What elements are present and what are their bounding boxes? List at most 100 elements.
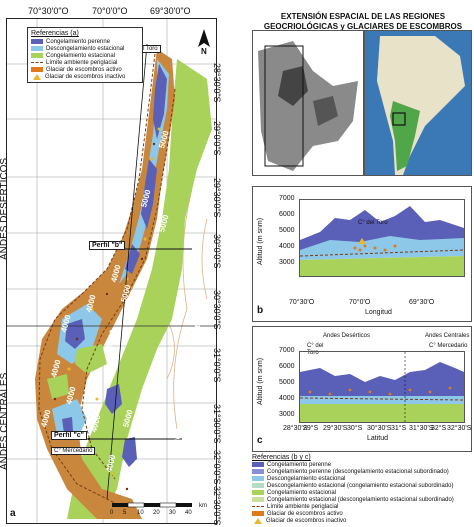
scale-tick: 0 bbox=[110, 510, 114, 516]
perfil-c-label: Perfil "c" bbox=[51, 431, 87, 440]
legend-a-swatch bbox=[31, 46, 43, 51]
panel-c-xtick: 28°30'S bbox=[283, 425, 308, 432]
lat-tick: 30°30'0"S bbox=[212, 290, 222, 330]
panel-b-xtick: 70°0'O bbox=[349, 299, 371, 306]
legend-bc-swatch bbox=[252, 469, 264, 474]
legend-a-label: Congelamiento estacional bbox=[46, 52, 116, 59]
legend-a-label: Congelamiento perenne bbox=[46, 38, 111, 45]
legend-bc-label: Congelamiento estacional (descongelamien… bbox=[267, 496, 454, 503]
legend-bc-label: Descongelamiento estacional bbox=[267, 475, 346, 482]
panel-c-xlabel: Latitud bbox=[367, 435, 389, 442]
legend-a-items: Congelamiento perenne Descongelamiento es… bbox=[31, 38, 139, 80]
panel-c-place-2: C° Mercedario bbox=[429, 343, 468, 349]
panel-b: Altitud (m snm) 7000 6000 5000 4000 3000… bbox=[252, 186, 472, 322]
legend-bc-label: Congelamiento perenne (descongelamiento … bbox=[267, 468, 449, 475]
lat-tick: 29°30'0"S bbox=[212, 178, 222, 218]
scale-tick: 30 bbox=[169, 510, 176, 516]
legend-bc-item: Descongelamiento estacional bbox=[252, 475, 470, 482]
legend-bc-item: Glaciar de escombros activo bbox=[252, 510, 470, 517]
panel-c-letter: c bbox=[257, 435, 263, 446]
legend-a-item: Congelamiento estacional bbox=[31, 52, 139, 59]
lon-tick-1: 70°30'0"O bbox=[28, 6, 69, 16]
legend-bc-swatch bbox=[252, 506, 264, 507]
legend-bc-label: Congelamiento estacional bbox=[267, 489, 337, 496]
perfil-b-label: Perfil "b" bbox=[89, 241, 126, 250]
panel-b-xtick: 70°30'O bbox=[289, 299, 315, 306]
place-label-mercedario: C° Mercedario bbox=[51, 447, 96, 455]
panel-c-ytick: 7000 bbox=[279, 347, 295, 354]
panel-c-xtick: 31°S bbox=[391, 425, 407, 432]
legend-bc-swatch bbox=[252, 497, 264, 502]
legend-a-item: Glaciar de escombros inactivo bbox=[31, 73, 139, 80]
panel-b-chart: C° del Toro bbox=[299, 199, 465, 277]
legend-bc-swatch bbox=[252, 511, 264, 516]
panel-c-ytick: 6000 bbox=[279, 363, 295, 370]
panel-c-xtick: 32°30'S bbox=[447, 425, 472, 432]
panel-c: Altitud (m snm) 7000 6000 5000 4000 3000… bbox=[252, 326, 472, 452]
panel-c-region-left: Andes Desérticos bbox=[323, 333, 371, 339]
legend-a: Referencias (a) Congelamiento perenne Des… bbox=[27, 27, 143, 83]
map-frame: 5000 5000 5000 4000 4000 5000 4000 5000 … bbox=[6, 18, 217, 524]
legend-bc-item: Glaciar de escombros inactivo bbox=[252, 517, 470, 524]
inset-southamerica-map bbox=[364, 30, 472, 176]
scale-tick: 40 bbox=[185, 510, 192, 516]
legend-bc-label: Glaciar de escombros inactivo bbox=[266, 517, 347, 524]
legend-bc-swatch bbox=[252, 483, 264, 488]
legend-bc-item: Congelamiento estacional bbox=[252, 489, 470, 496]
panel-c-xtick: 29°S bbox=[303, 425, 319, 432]
legend-bc-swatch bbox=[252, 462, 264, 467]
panel-c-place-1: C° del Toro bbox=[307, 343, 324, 356]
panel-b-ylabel: Altitud (m snm) bbox=[257, 217, 264, 265]
panel-c-xtick: 30°30'S bbox=[367, 425, 392, 432]
panel-b-ytick: 4000 bbox=[279, 243, 295, 250]
legend-bc-label: Congelamiento perenne bbox=[267, 461, 332, 468]
legend-a-title: Referencias (a) bbox=[31, 30, 79, 37]
map-svg bbox=[7, 19, 216, 523]
lat-ticks: 28°30'0"S 29°0'0"S 29°30'0"S 30°0'0"S 30… bbox=[212, 18, 252, 526]
panel-c-xtick: 29°30'S bbox=[323, 425, 348, 432]
legend-bc-swatch bbox=[252, 476, 264, 481]
lat-tick: 28°30'0"S bbox=[212, 63, 222, 103]
legend-a-item: Descongelamiento estacional bbox=[31, 45, 139, 52]
legend-a-swatch bbox=[31, 67, 43, 72]
lat-tick: 31°30'0"S bbox=[212, 404, 222, 444]
panel-c-ytick: 4000 bbox=[279, 395, 295, 402]
panel-b-ytick: 6000 bbox=[279, 211, 295, 218]
lat-tick: 30°0'0"S bbox=[212, 234, 222, 269]
legend-a-label: Glaciar de escombros inactivo bbox=[45, 73, 126, 80]
legend-a-label: Descongelamiento estacional bbox=[46, 45, 125, 52]
region-andes-centrales: ANDES CENTRALES bbox=[0, 372, 10, 470]
panel-c-xtick: 32°S bbox=[431, 425, 447, 432]
region-andes-deserticos: ANDES DESÉRTICOS bbox=[0, 157, 10, 260]
legend-bc-title: Referencias (b y c) bbox=[252, 454, 311, 461]
lat-tick: 31°0'0"S bbox=[212, 348, 222, 383]
north-label: N bbox=[201, 47, 207, 56]
scale-unit: km bbox=[199, 503, 207, 509]
legend-a-swatch bbox=[33, 73, 41, 80]
legend-a-item: Glaciar de escombros activo bbox=[31, 66, 139, 73]
panel-b-place: C° del Toro bbox=[358, 220, 388, 226]
panel-b-ytick: 7000 bbox=[279, 195, 295, 202]
legend-a-swatch bbox=[31, 62, 43, 63]
legend-bc-swatch bbox=[254, 517, 262, 524]
legend-bc-swatch bbox=[252, 490, 264, 495]
legend-bc-label: Glaciar de escombros activo bbox=[267, 510, 343, 517]
panel-c-ytick: 3000 bbox=[279, 411, 295, 418]
legend-bc-item: Congelamiento estacional (descongelamien… bbox=[252, 496, 470, 503]
lat-tick: 29°0'0"S bbox=[212, 121, 222, 156]
panel-b-ytick: 3000 bbox=[279, 259, 295, 266]
legend-bc-items: Congelamiento perenne Congelamiento peren… bbox=[252, 461, 470, 524]
inset-title: EXTENSIÓN ESPACIAL DE LAS REGIONES GEOCR… bbox=[263, 12, 463, 31]
lon-tick-2: 70°0'0"O bbox=[92, 6, 128, 16]
lat-tick: 32°0'0"S bbox=[212, 450, 222, 485]
panel-b-letter: b bbox=[257, 305, 264, 316]
panel-a: 70°30'0"O 70°0'0"O 69°30'0"O bbox=[0, 6, 252, 526]
panel-c-ylabel: Altitud (m snm) bbox=[257, 357, 264, 405]
scale-tick: 20 bbox=[153, 510, 160, 516]
panel-c-xtick: 30°S bbox=[347, 425, 363, 432]
legend-bc-label: Descongelamiento estacional (congelamien… bbox=[267, 482, 454, 489]
panel-c-xtick: 31°30'S bbox=[409, 425, 434, 432]
legend-a-item: Límite ambiente periglacial bbox=[31, 59, 139, 66]
panel-a-letter: a bbox=[10, 508, 16, 519]
scale-tick: 5 bbox=[123, 510, 127, 516]
